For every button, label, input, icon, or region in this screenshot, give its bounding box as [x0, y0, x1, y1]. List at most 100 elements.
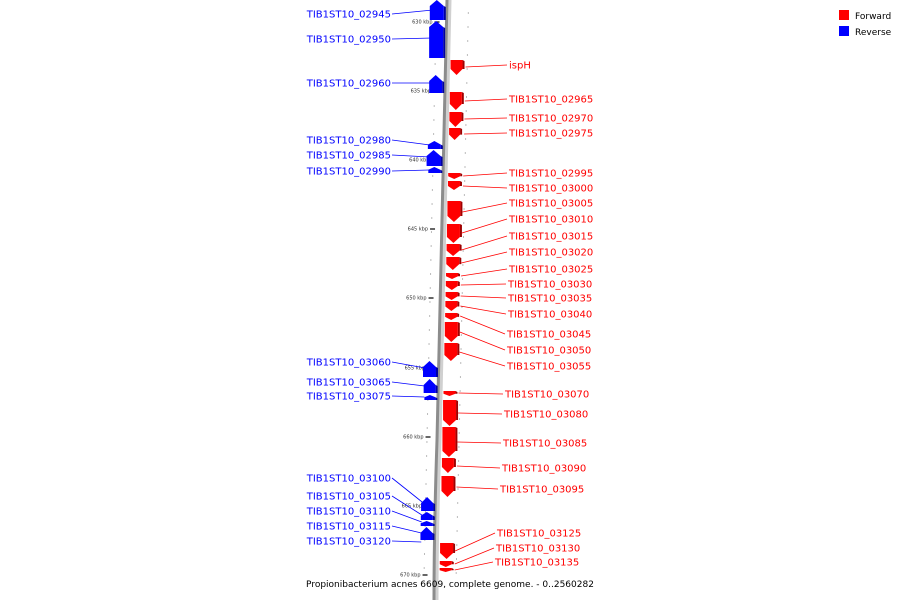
gene-forward-side	[459, 181, 462, 186]
leader-line-forward	[461, 251, 508, 264]
gene-label-forward: TIB1ST10_03005	[508, 199, 593, 210]
gene-forward	[444, 322, 458, 342]
gene-label-forward: TIB1ST10_03020	[508, 248, 593, 259]
gene-reverse	[427, 141, 441, 149]
gene-forward-side	[455, 391, 458, 394]
gene-reverse	[423, 379, 436, 393]
gene-label-forward: TIB1ST10_02995	[508, 169, 593, 180]
gene-label-reverse: TIB1ST10_03115	[306, 522, 391, 533]
scale-tick-label: 645 kbp	[408, 227, 428, 233]
gene-reverse	[420, 512, 433, 520]
gene-forward-side	[451, 561, 454, 565]
gene-forward	[439, 561, 452, 567]
gene-forward-side	[460, 128, 463, 135]
leader-line-reverse	[391, 510, 422, 523]
gene-label-forward: TIB1ST10_03135	[494, 558, 579, 569]
gene-forward	[446, 257, 460, 270]
leader-line-reverse	[391, 361, 426, 369]
gene-label-forward: TIB1ST10_03055	[506, 362, 591, 373]
gene-reverse-side	[432, 515, 435, 520]
gene-forward	[448, 173, 461, 179]
legend: Forward Reverse	[839, 10, 892, 38]
gene-label-forward: TIB1ST10_03095	[499, 485, 584, 496]
gene-labels: TIB1ST10_02945 TIB1ST10_02950 TIB1ST10_029…	[306, 10, 593, 571]
gene-reverse	[423, 361, 437, 377]
gene-forward	[445, 313, 458, 320]
gene-label-reverse: TIB1ST10_03100	[306, 474, 391, 485]
leader-line-reverse	[391, 395, 425, 398]
gene-label-reverse: TIB1ST10_02980	[306, 136, 391, 147]
gene-reverse-side	[442, 81, 445, 93]
genome-backbone-shadow	[433, 0, 452, 600]
leader-line-forward	[465, 64, 508, 68]
gene-label-forward: TIB1ST10_03070	[504, 390, 589, 401]
gene-reverse	[429, 0, 444, 20]
gene-forward	[447, 201, 461, 222]
gene-reverse	[420, 521, 433, 526]
gene-forward	[449, 112, 462, 127]
gene-reverse	[426, 150, 441, 166]
gene-reverse-side	[435, 385, 438, 393]
gene-forward	[446, 244, 460, 256]
gene-label-forward: TIB1ST10_03080	[503, 410, 588, 421]
scale-tick-label: 630 kbp	[412, 20, 432, 26]
gene-forward	[450, 60, 463, 75]
legend-label-reverse: Reverse	[855, 28, 892, 38]
gene-label-reverse: TIB1ST10_03120	[306, 537, 391, 548]
leader-line-reverse	[391, 540, 422, 543]
gene-forward-side	[461, 112, 464, 121]
leader-line-forward	[460, 268, 508, 277]
gene-reverse-side	[436, 367, 439, 377]
gene-forward-side	[458, 273, 461, 277]
leader-line-reverse	[391, 139, 430, 146]
gene-reverse-side	[432, 532, 435, 540]
gene-label-reverse: TIB1ST10_03065	[306, 378, 391, 389]
leader-line-forward	[454, 532, 496, 552]
leader-line-forward	[460, 315, 506, 335]
leader-line-forward	[463, 172, 508, 177]
gene-label-reverse: TIB1ST10_02945	[306, 10, 391, 21]
gene-forward	[442, 427, 456, 457]
gene-label-forward: TIB1ST10_02975	[508, 129, 593, 140]
gene-features	[420, 0, 465, 572]
gene-forward-side	[461, 92, 464, 104]
gene-label-reverse: TIB1ST10_03110	[306, 507, 391, 518]
leader-line-forward	[459, 331, 506, 351]
gene-forward	[449, 128, 461, 140]
leader-line-forward	[462, 185, 508, 189]
gene-forward-side	[457, 322, 460, 336]
gene-forward	[443, 400, 457, 426]
gene-reverse-side	[440, 144, 443, 149]
gene-forward	[441, 458, 454, 473]
gene-forward	[445, 292, 458, 300]
legend-swatch-forward	[839, 10, 849, 20]
gene-forward	[446, 224, 460, 243]
gene-label-reverse: TIB1ST10_02950	[306, 35, 391, 46]
scale-tick-label: 650 kbp	[406, 296, 426, 302]
gene-forward	[447, 181, 460, 190]
gene-forward-side	[460, 201, 463, 216]
leader-line-forward	[454, 547, 495, 565]
gene-forward-side	[460, 173, 463, 177]
gene-reverse-side	[432, 523, 435, 526]
leader-line-forward	[458, 412, 503, 415]
gene-forward	[445, 281, 458, 290]
gene-reverse-side	[440, 156, 443, 166]
gene-forward	[444, 343, 458, 361]
gene-reverse-side	[443, 27, 446, 58]
leader-line-forward	[456, 486, 499, 490]
leader-line-forward	[464, 132, 508, 135]
gene-forward-side	[457, 301, 460, 307]
gene-label-forward: TIB1ST10_02970	[508, 114, 593, 125]
gene-label-forward: TIB1ST10_03130	[495, 544, 580, 555]
gene-label-forward: TIB1ST10_03040	[507, 310, 592, 321]
gene-reverse-side	[435, 397, 438, 400]
leader-line-reverse	[391, 154, 430, 158]
scale-tick-label: 655 kbp	[405, 366, 425, 372]
gene-reverse-side	[433, 503, 436, 511]
gene-label-forward: TIB1ST10_03050	[506, 346, 591, 357]
leader-line-forward	[459, 351, 506, 367]
scale-tick-label: 635 kbp	[411, 89, 431, 95]
leader-line-forward	[454, 561, 494, 571]
